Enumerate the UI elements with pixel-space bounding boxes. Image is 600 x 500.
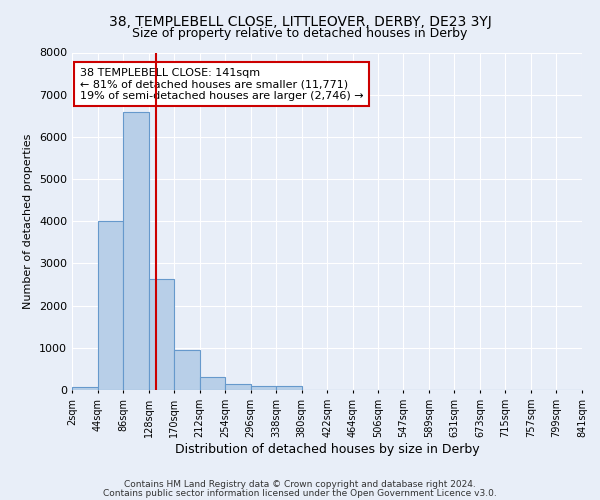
Bar <box>149 280 174 390</box>
Bar <box>251 386 276 390</box>
Text: Contains public sector information licensed under the Open Government Licence v3: Contains public sector information licen… <box>103 488 497 498</box>
Text: Contains HM Land Registry data © Crown copyright and database right 2024.: Contains HM Land Registry data © Crown c… <box>124 480 476 489</box>
Bar <box>200 377 225 390</box>
Bar <box>225 384 251 390</box>
Text: 38, TEMPLEBELL CLOSE, LITTLEOVER, DERBY, DE23 3YJ: 38, TEMPLEBELL CLOSE, LITTLEOVER, DERBY,… <box>109 15 491 29</box>
Bar <box>174 350 200 390</box>
X-axis label: Distribution of detached houses by size in Derby: Distribution of detached houses by size … <box>175 442 479 456</box>
Bar <box>72 386 98 390</box>
Text: Size of property relative to detached houses in Derby: Size of property relative to detached ho… <box>133 28 467 40</box>
Y-axis label: Number of detached properties: Number of detached properties <box>23 134 34 309</box>
Text: 38 TEMPLEBELL CLOSE: 141sqm
← 81% of detached houses are smaller (11,771)
19% of: 38 TEMPLEBELL CLOSE: 141sqm ← 81% of det… <box>80 68 363 101</box>
Bar <box>123 112 149 390</box>
Bar <box>276 386 302 390</box>
Bar <box>98 221 123 390</box>
